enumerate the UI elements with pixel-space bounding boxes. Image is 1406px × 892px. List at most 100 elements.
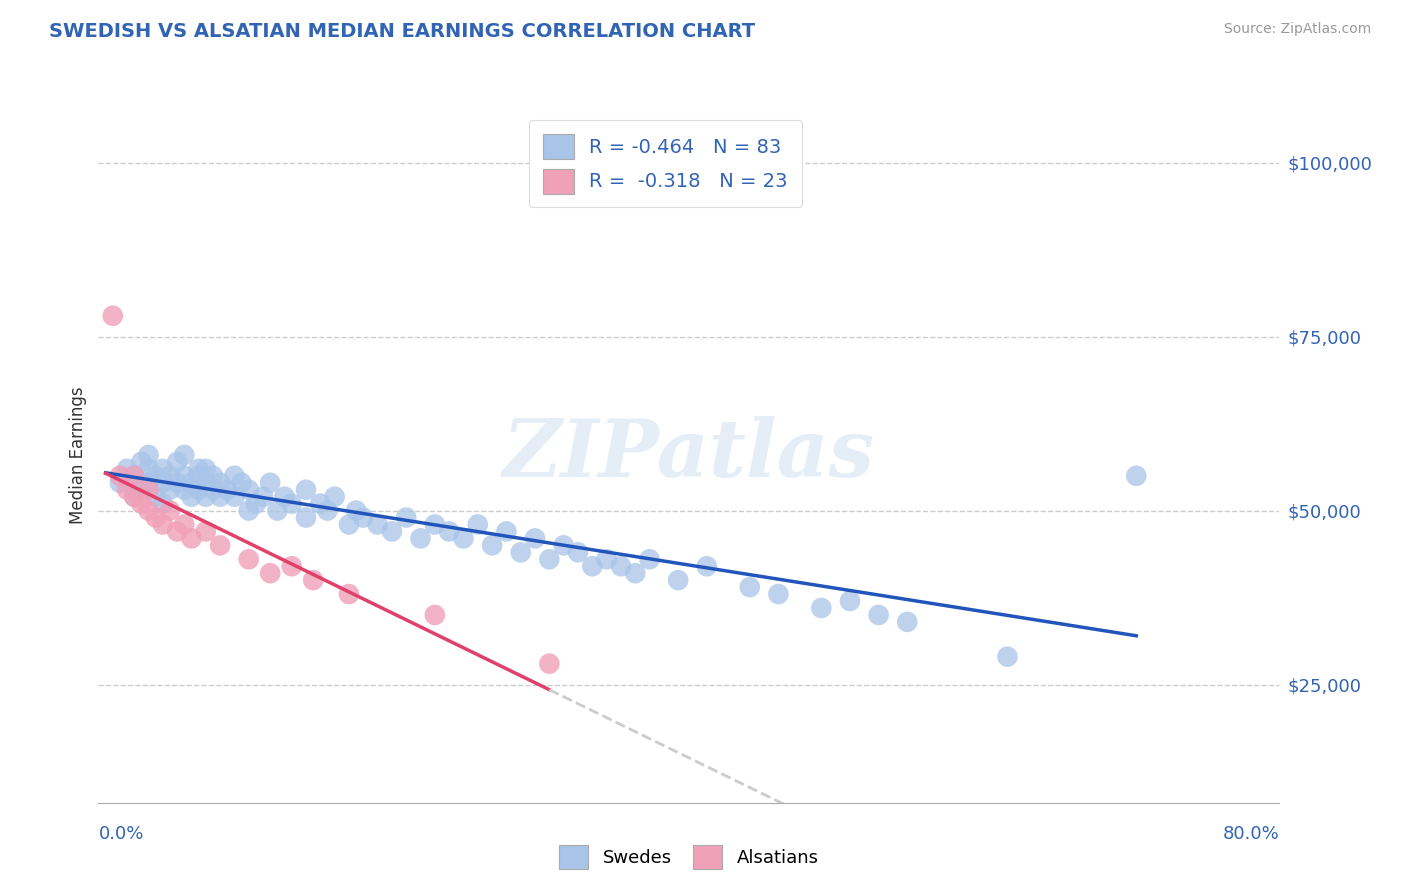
Point xyxy=(316,503,339,517)
Point xyxy=(122,468,145,483)
Point xyxy=(696,559,718,574)
Point xyxy=(115,483,138,497)
Y-axis label: Median Earnings: Median Earnings xyxy=(69,386,87,524)
Point xyxy=(337,517,360,532)
Point xyxy=(481,538,503,552)
Point xyxy=(344,503,367,517)
Point xyxy=(259,566,281,581)
Point xyxy=(309,497,332,511)
Legend: R = -0.464   N = 83, R =  -0.318   N = 23: R = -0.464 N = 83, R = -0.318 N = 23 xyxy=(529,120,801,207)
Point xyxy=(295,483,318,497)
Point xyxy=(166,524,188,539)
Point xyxy=(610,559,633,574)
Point xyxy=(409,532,432,546)
Point xyxy=(122,490,145,504)
Point xyxy=(180,475,202,490)
Point xyxy=(122,490,145,504)
Point xyxy=(173,517,195,532)
Point xyxy=(224,468,246,483)
Point xyxy=(152,475,174,490)
Point xyxy=(201,483,224,497)
Point xyxy=(495,524,517,539)
Point xyxy=(145,510,167,524)
Text: 80.0%: 80.0% xyxy=(1223,825,1279,843)
Point xyxy=(395,510,418,524)
Point xyxy=(509,545,531,559)
Point xyxy=(1125,468,1147,483)
Point xyxy=(138,462,160,476)
Point xyxy=(295,510,318,524)
Point xyxy=(337,587,360,601)
Point xyxy=(209,475,232,490)
Point xyxy=(538,657,561,671)
Point xyxy=(209,490,232,504)
Point xyxy=(194,524,217,539)
Point xyxy=(567,545,589,559)
Point xyxy=(224,490,246,504)
Point xyxy=(187,483,209,497)
Point xyxy=(159,483,181,497)
Point xyxy=(194,490,217,504)
Point xyxy=(238,483,260,497)
Point xyxy=(524,532,547,546)
Point xyxy=(131,497,153,511)
Point xyxy=(238,503,260,517)
Point xyxy=(159,468,181,483)
Point xyxy=(173,448,195,462)
Point xyxy=(108,475,131,490)
Point xyxy=(231,475,253,490)
Point xyxy=(666,573,689,587)
Point xyxy=(638,552,661,566)
Point xyxy=(259,475,281,490)
Point xyxy=(180,490,202,504)
Point xyxy=(138,503,160,517)
Point xyxy=(166,455,188,469)
Point xyxy=(187,462,209,476)
Point xyxy=(381,524,404,539)
Point xyxy=(302,573,325,587)
Point xyxy=(166,475,188,490)
Point xyxy=(145,490,167,504)
Point xyxy=(152,462,174,476)
Point xyxy=(115,462,138,476)
Point xyxy=(101,309,124,323)
Point xyxy=(122,468,145,483)
Point xyxy=(209,538,232,552)
Point xyxy=(252,490,274,504)
Point xyxy=(595,552,617,566)
Point xyxy=(266,503,288,517)
Point xyxy=(624,566,647,581)
Point xyxy=(810,601,832,615)
Point xyxy=(581,559,603,574)
Point xyxy=(868,607,890,622)
Point xyxy=(280,497,302,511)
Text: 0.0%: 0.0% xyxy=(98,825,143,843)
Point xyxy=(280,559,302,574)
Point xyxy=(152,497,174,511)
Point xyxy=(187,468,209,483)
Point xyxy=(423,517,446,532)
Point xyxy=(194,475,217,490)
Point xyxy=(273,490,295,504)
Text: SWEDISH VS ALSATIAN MEDIAN EARNINGS CORRELATION CHART: SWEDISH VS ALSATIAN MEDIAN EARNINGS CORR… xyxy=(49,22,755,41)
Point xyxy=(538,552,561,566)
Point xyxy=(201,468,224,483)
Point xyxy=(180,532,202,546)
Point xyxy=(173,468,195,483)
Point xyxy=(152,517,174,532)
Point xyxy=(553,538,575,552)
Point xyxy=(131,455,153,469)
Point xyxy=(217,483,239,497)
Point xyxy=(238,552,260,566)
Point xyxy=(423,607,446,622)
Point xyxy=(453,532,475,546)
Point xyxy=(437,524,460,539)
Point xyxy=(245,497,267,511)
Point xyxy=(159,503,181,517)
Point xyxy=(194,462,217,476)
Point xyxy=(997,649,1019,664)
Point xyxy=(145,468,167,483)
Point xyxy=(839,594,862,608)
Point xyxy=(131,483,153,497)
Text: ZIPatlas: ZIPatlas xyxy=(503,417,875,493)
